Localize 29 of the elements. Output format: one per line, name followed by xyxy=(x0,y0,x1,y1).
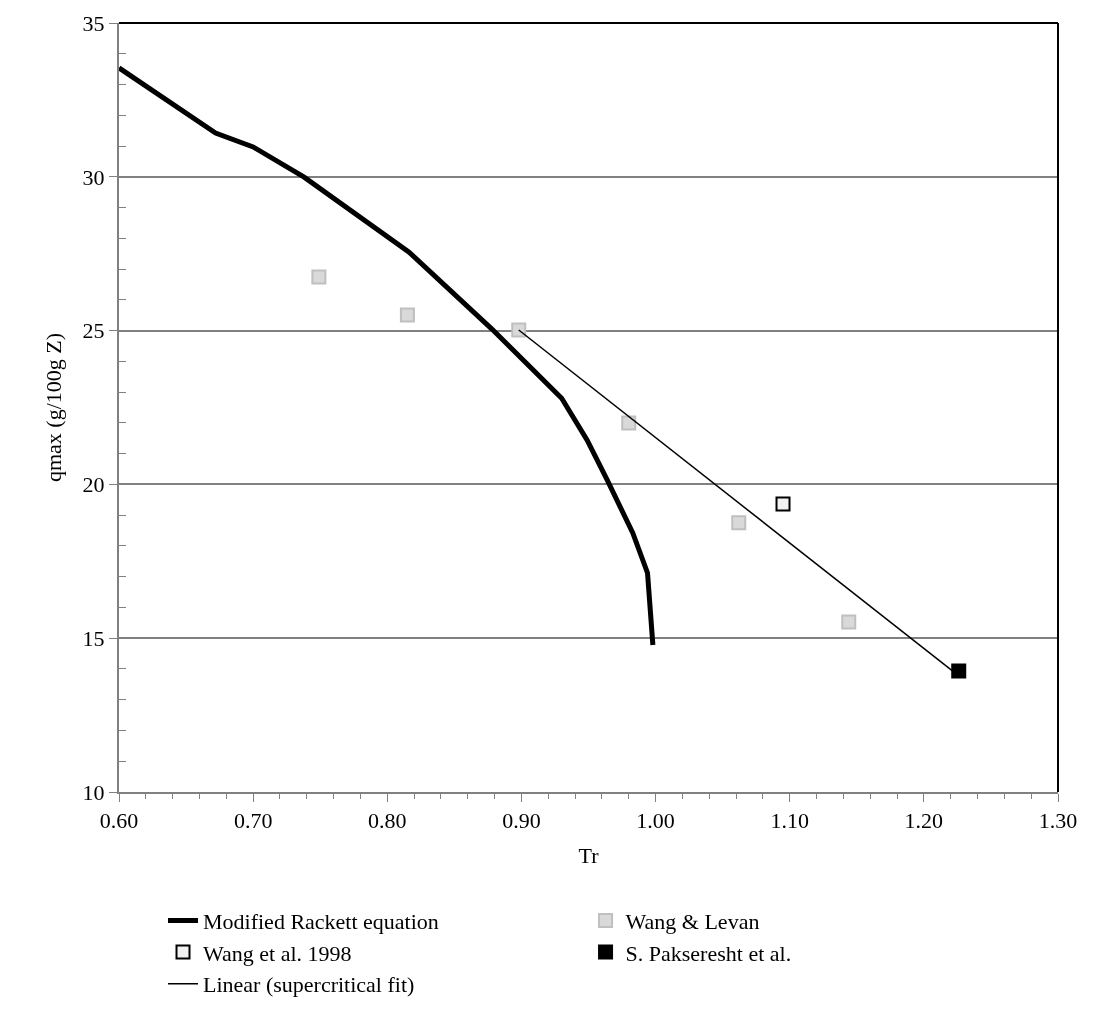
x-tick-label: 0.70 xyxy=(233,808,273,834)
x-tick-label: 0.60 xyxy=(99,808,139,834)
y-tick-label: 25 xyxy=(82,318,105,344)
y-tick-label: 15 xyxy=(82,625,105,651)
y-axis-title: qmax (g/100g Z) xyxy=(40,332,66,483)
y-tick-label: 35 xyxy=(82,10,105,36)
y-tick-label: 20 xyxy=(82,472,105,498)
point xyxy=(621,415,637,431)
legend-label: Linear (supercritical fit) xyxy=(203,972,415,998)
point xyxy=(841,614,857,630)
point xyxy=(399,307,415,323)
legend-label: S. Pakseresht et al. xyxy=(625,940,792,966)
point xyxy=(951,663,967,679)
point xyxy=(731,515,747,531)
point xyxy=(511,322,527,338)
legend-label: Wang et al. 1998 xyxy=(203,940,352,966)
legend-label: Wang & Levan xyxy=(625,909,760,935)
x-tick-label: 1.00 xyxy=(636,808,675,834)
x-tick-label: 0.90 xyxy=(502,808,541,834)
y-tick-label: 10 xyxy=(82,779,105,805)
point xyxy=(775,496,791,512)
x-tick-label: 1.10 xyxy=(770,808,809,834)
x-axis-title: Tr xyxy=(578,842,600,868)
x-tick-label: 1.20 xyxy=(904,808,944,834)
x-tick-label: 0.80 xyxy=(368,808,407,834)
y-tick-label: 30 xyxy=(82,164,105,190)
point xyxy=(311,269,327,285)
legend-label: Modified Rackett equation xyxy=(203,909,439,935)
x-tick-label: 1.30 xyxy=(1038,808,1078,834)
